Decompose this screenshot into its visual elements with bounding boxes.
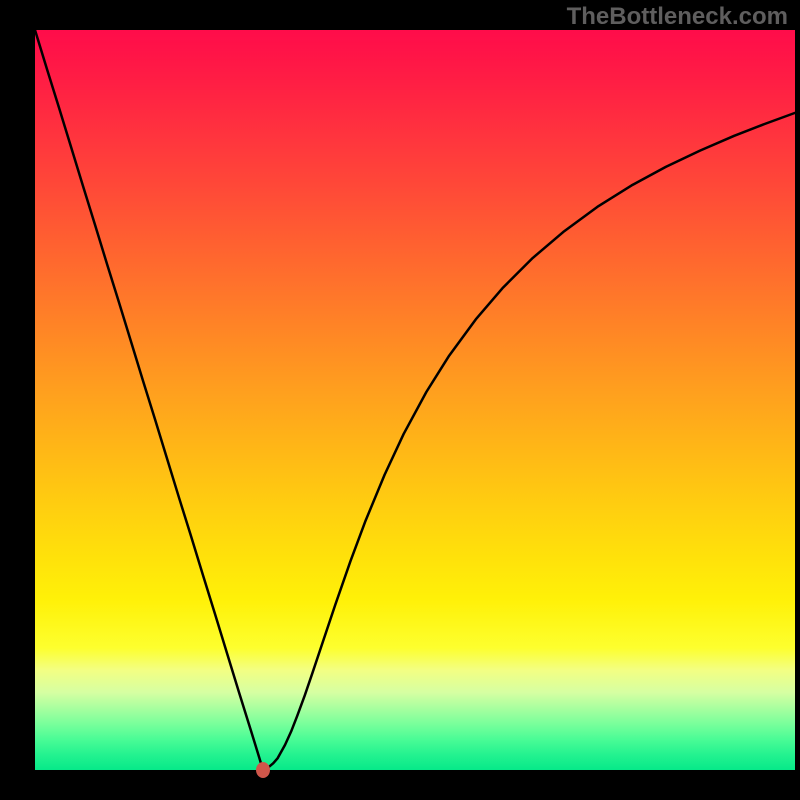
bottleneck-chart: TheBottleneck.com: [0, 0, 800, 800]
watermark-text: TheBottleneck.com: [567, 3, 788, 30]
optimal-point-marker: [256, 762, 270, 778]
chart-container: TheBottleneck.com: [0, 0, 800, 800]
